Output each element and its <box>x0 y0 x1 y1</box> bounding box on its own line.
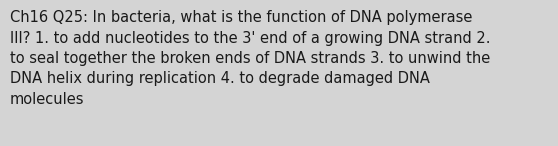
Text: Ch16 Q25: In bacteria, what is the function of DNA polymerase
III? 1. to add nuc: Ch16 Q25: In bacteria, what is the funct… <box>10 10 490 107</box>
